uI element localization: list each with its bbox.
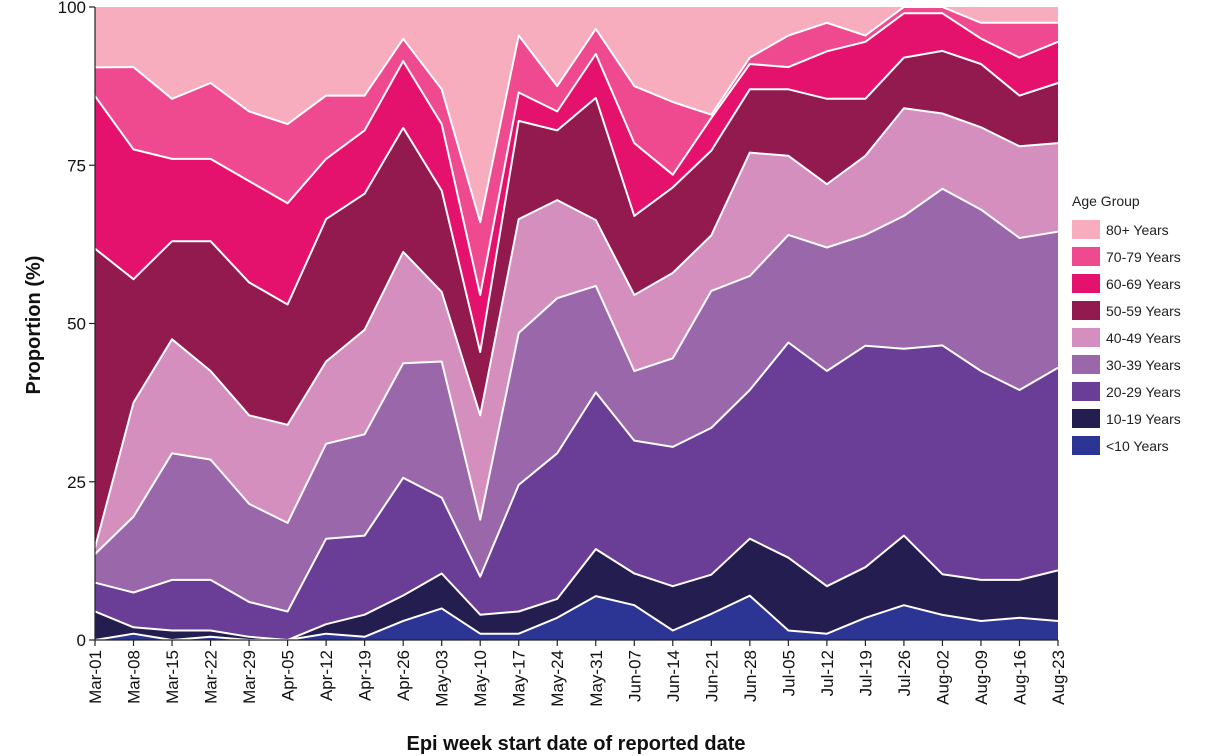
legend: Age Group 80+ Years 70-79 Years 60-69 Year…	[1072, 193, 1181, 455]
band-boundary-line	[94, 187, 1059, 555]
legend-swatch	[1072, 328, 1100, 347]
x-tick-label: May-24	[548, 650, 567, 707]
y-axis-title: Proportion (%)	[23, 256, 45, 395]
x-tick-label: Mar-22	[202, 650, 221, 704]
y-tick-label: 75	[67, 156, 86, 175]
x-tick-label: Apr-05	[279, 650, 298, 701]
x-tick-label: Aug-23	[1049, 650, 1068, 705]
x-tick-label: Jul-19	[856, 650, 875, 696]
area-50-59-years	[95, 50, 1058, 548]
legend-swatch	[1072, 274, 1100, 293]
x-tick-label: May-03	[433, 650, 452, 707]
band-boundary-line	[94, 534, 1059, 641]
legend-swatch	[1072, 436, 1100, 455]
axes: 0 25 50 75 100 Mar-01 Mar-08 Mar-15 Mar-22 Mar-29…	[58, 0, 1068, 707]
legend-swatch	[1072, 409, 1100, 428]
x-tick-label: Jun-07	[625, 650, 644, 702]
x-tick-label: Apr-12	[317, 650, 336, 701]
legend-label: 20-29 Years	[1106, 384, 1181, 400]
x-tick-label: Mar-01	[86, 650, 105, 704]
x-tick-label: Aug-09	[972, 650, 991, 705]
x-tick-label: Jun-28	[741, 650, 760, 702]
y-tick-label: 100	[58, 0, 86, 17]
area-10-years	[95, 595, 1058, 640]
legend-label: 10-19 Years	[1106, 411, 1181, 427]
band-boundary-line	[94, 49, 1059, 353]
area-80-years	[95, 7, 1058, 223]
area-20-29-years	[95, 342, 1058, 640]
x-tick-label: Apr-19	[356, 650, 375, 701]
x-tick-label: Aug-16	[1010, 650, 1029, 705]
legend-label: 70-79 Years	[1106, 249, 1181, 265]
x-tick-label: Jul-12	[818, 650, 837, 696]
x-tick-label: Jun-14	[664, 650, 683, 702]
legend-title: Age Group	[1072, 193, 1140, 209]
legend-swatch	[1072, 301, 1100, 320]
band-boundary-line	[94, 6, 1058, 224]
y-tick-label: 50	[67, 315, 86, 334]
legend-label: 60-69 Years	[1106, 276, 1181, 292]
area-30-39-years	[95, 188, 1058, 612]
x-tick-label: Jul-26	[895, 650, 914, 696]
x-tick-label: Mar-15	[163, 650, 182, 704]
x-tick-label: Mar-08	[125, 650, 144, 704]
legend-label: 80+ Years	[1106, 222, 1169, 238]
legend-swatch	[1072, 247, 1100, 266]
legend-label: 50-59 Years	[1106, 303, 1181, 319]
band-boundary-line	[94, 341, 1059, 613]
x-tick-label: Mar-29	[240, 650, 259, 704]
legend-swatch	[1072, 355, 1100, 374]
legend-label: <10 Years	[1106, 438, 1169, 454]
x-tick-label: May-31	[587, 650, 606, 707]
x-tick-label: Jul-05	[779, 650, 798, 696]
area-60-69-years	[95, 13, 1058, 353]
plot-area	[94, 6, 1059, 641]
legend-swatch	[1072, 382, 1100, 401]
x-tick-label: May-10	[471, 650, 490, 707]
area-10-19-years	[95, 535, 1058, 640]
legend-label: 30-39 Years	[1106, 357, 1181, 373]
band-boundary-line	[94, 107, 1059, 549]
x-tick-label: May-17	[510, 650, 529, 707]
x-tick-label: Jun-21	[702, 650, 721, 702]
y-tick-label: 25	[67, 473, 86, 492]
legend-label: 40-49 Years	[1106, 330, 1181, 346]
y-tick-label: 0	[77, 631, 86, 650]
band-boundary-line	[94, 12, 1059, 296]
legend-swatch	[1072, 220, 1100, 239]
x-axis-title: Epi week start date of reported date	[407, 733, 746, 755]
area-70-79-years	[95, 7, 1058, 295]
area-40-49-years	[95, 108, 1058, 555]
x-tick-label: Apr-26	[394, 650, 413, 701]
x-tick-label: Aug-02	[933, 650, 952, 705]
